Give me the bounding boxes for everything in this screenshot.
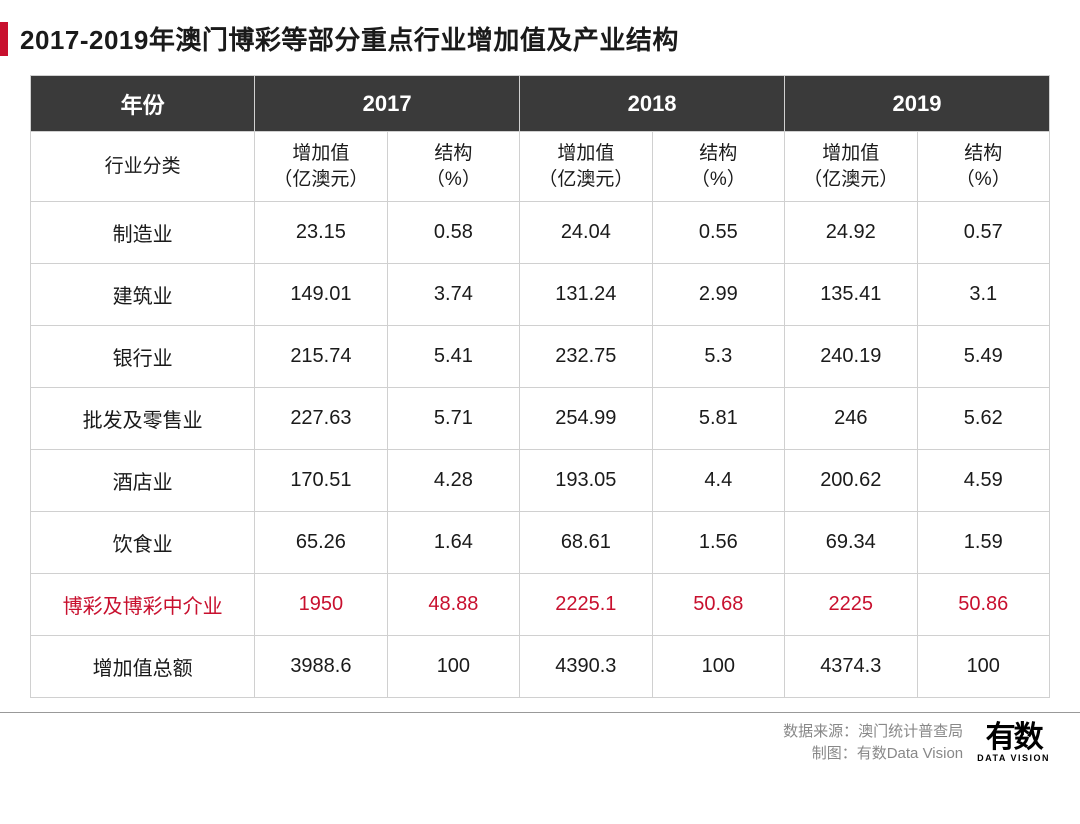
table-cell: 24.04 [520,202,652,264]
logo-en: DATA VISION [977,753,1050,763]
table-cell: 4374.3 [785,636,917,698]
table-cell: 5.49 [917,326,1049,388]
row-label: 制造业 [31,202,255,264]
sub-header-row: 行业分类 增加值（亿澳元） 结构（%） 增加值（亿澳元） 结构（%） 增加值（亿… [31,132,1050,202]
table-cell: 5.3 [652,326,784,388]
row-label: 批发及零售业 [31,388,255,450]
table-row: 制造业23.150.5824.040.5524.920.57 [31,202,1050,264]
row-label: 酒店业 [31,450,255,512]
table-header: 年份 2017 2018 2019 行业分类 增加值（亿澳元） 结构（%） 增加… [31,76,1050,202]
table-cell: 5.62 [917,388,1049,450]
sub-header: 增加值（亿澳元） [255,132,387,202]
row-label: 饮食业 [31,512,255,574]
table-cell: 254.99 [520,388,652,450]
table-cell: 193.05 [520,450,652,512]
table-cell: 227.63 [255,388,387,450]
table-row: 银行业215.745.41232.755.3240.195.49 [31,326,1050,388]
table-cell: 246 [785,388,917,450]
table-cell: 240.19 [785,326,917,388]
logo: 有数 DATA VISION [977,723,1050,763]
logo-cn: 有数 [986,723,1042,753]
year-header: 2017 [255,76,520,132]
table-row: 博彩及博彩中介业195048.882225.150.68222550.86 [31,574,1050,636]
table-cell: 4.28 [387,450,519,512]
table-cell: 200.62 [785,450,917,512]
table-cell: 69.34 [785,512,917,574]
row-label: 建筑业 [31,264,255,326]
sub-header: 结构（%） [652,132,784,202]
footer-text: 数据来源：澳门统计普查局 制图：有数Data Vision [783,721,963,765]
table-cell: 5.71 [387,388,519,450]
source-value: 澳门统计普查局 [858,723,963,740]
industry-table: 年份 2017 2018 2019 行业分类 增加值（亿澳元） 结构（%） 增加… [30,75,1050,698]
table-cell: 1.59 [917,512,1049,574]
table-cell: 232.75 [520,326,652,388]
title-bar: 2017-2019年澳门博彩等部分重点行业增加值及产业结构 [30,20,1050,57]
table-cell: 3988.6 [255,636,387,698]
table-cell: 24.92 [785,202,917,264]
table-cell: 50.86 [917,574,1049,636]
row-label: 博彩及博彩中介业 [31,574,255,636]
table-cell: 149.01 [255,264,387,326]
table-cell: 100 [387,636,519,698]
year-header: 2019 [785,76,1050,132]
table-cell: 100 [917,636,1049,698]
table-cell: 48.88 [387,574,519,636]
table-body: 制造业23.150.5824.040.5524.920.57建筑业149.013… [31,202,1050,698]
table-cell: 2225 [785,574,917,636]
table-cell: 4.4 [652,450,784,512]
row-label: 增加值总额 [31,636,255,698]
table-cell: 215.74 [255,326,387,388]
table-cell: 4.59 [917,450,1049,512]
sub-header: 结构（%） [917,132,1049,202]
title-accent [0,22,8,56]
year-row: 年份 2017 2018 2019 [31,76,1050,132]
category-header: 行业分类 [31,132,255,202]
table-row: 批发及零售业227.635.71254.995.812465.62 [31,388,1050,450]
table-cell: 0.57 [917,202,1049,264]
sub-header: 增加值（亿澳元） [520,132,652,202]
year-header: 2018 [520,76,785,132]
table-row: 饮食业65.261.6468.611.5669.341.59 [31,512,1050,574]
table-cell: 1950 [255,574,387,636]
page-title: 2017-2019年澳门博彩等部分重点行业增加值及产业结构 [20,20,679,57]
table-cell: 2225.1 [520,574,652,636]
table-cell: 3.74 [387,264,519,326]
table-row: 增加值总额3988.61004390.31004374.3100 [31,636,1050,698]
sub-header: 增加值（亿澳元） [785,132,917,202]
table-cell: 65.26 [255,512,387,574]
table-cell: 1.56 [652,512,784,574]
footer: 数据来源：澳门统计普查局 制图：有数Data Vision 有数 DATA VI… [0,712,1080,765]
table-cell: 68.61 [520,512,652,574]
credit-label: 制图： [812,745,857,762]
row-label: 银行业 [31,326,255,388]
table-row: 酒店业170.514.28193.054.4200.624.59 [31,450,1050,512]
table-row: 建筑业149.013.74131.242.99135.413.1 [31,264,1050,326]
table-cell: 1.64 [387,512,519,574]
table-cell: 50.68 [652,574,784,636]
table-cell: 3.1 [917,264,1049,326]
table-cell: 170.51 [255,450,387,512]
source-label: 数据来源： [783,723,858,740]
table-cell: 0.58 [387,202,519,264]
table-cell: 135.41 [785,264,917,326]
table-cell: 100 [652,636,784,698]
year-header-label: 年份 [31,76,255,132]
table-cell: 131.24 [520,264,652,326]
table-cell: 0.55 [652,202,784,264]
table-cell: 5.81 [652,388,784,450]
table-cell: 5.41 [387,326,519,388]
table-cell: 2.99 [652,264,784,326]
credit-value: 有数Data Vision [857,745,963,762]
sub-header: 结构（%） [387,132,519,202]
table-cell: 4390.3 [520,636,652,698]
table-cell: 23.15 [255,202,387,264]
